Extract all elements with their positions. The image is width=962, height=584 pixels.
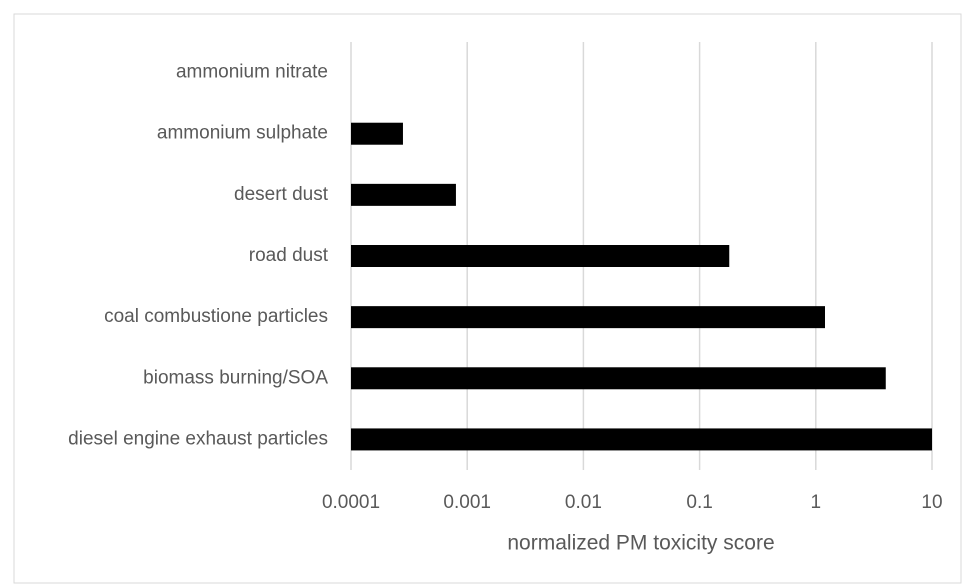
x-tick-label: 1 — [811, 492, 822, 513]
x-tick-label: 10 — [921, 492, 942, 513]
y-tick-label: coal combustione particles — [104, 306, 328, 327]
y-tick-label: diesel engine exhaust particles — [68, 428, 328, 449]
x-tick-label: 0.01 — [565, 492, 602, 513]
chart-frame — [13, 13, 962, 584]
bar — [351, 428, 932, 451]
y-tick-label: ammonium nitrate — [176, 62, 328, 83]
x-axis-title: normalized PM toxicity score — [507, 532, 774, 555]
bar — [351, 183, 456, 206]
bar — [351, 245, 730, 267]
bar — [351, 306, 826, 329]
x-tick-label: 0.001 — [443, 492, 491, 513]
y-tick-label: desert dust — [234, 184, 329, 205]
bar — [351, 367, 886, 390]
x-tick-label: 0.0001 — [322, 492, 380, 513]
y-tick-label: road dust — [249, 245, 329, 266]
y-tick-label: biomass burning/SOA — [143, 367, 328, 388]
x-tick-label: 0.1 — [686, 492, 712, 513]
bar — [351, 122, 403, 145]
y-tick-label: ammonium sulphate — [157, 123, 328, 144]
